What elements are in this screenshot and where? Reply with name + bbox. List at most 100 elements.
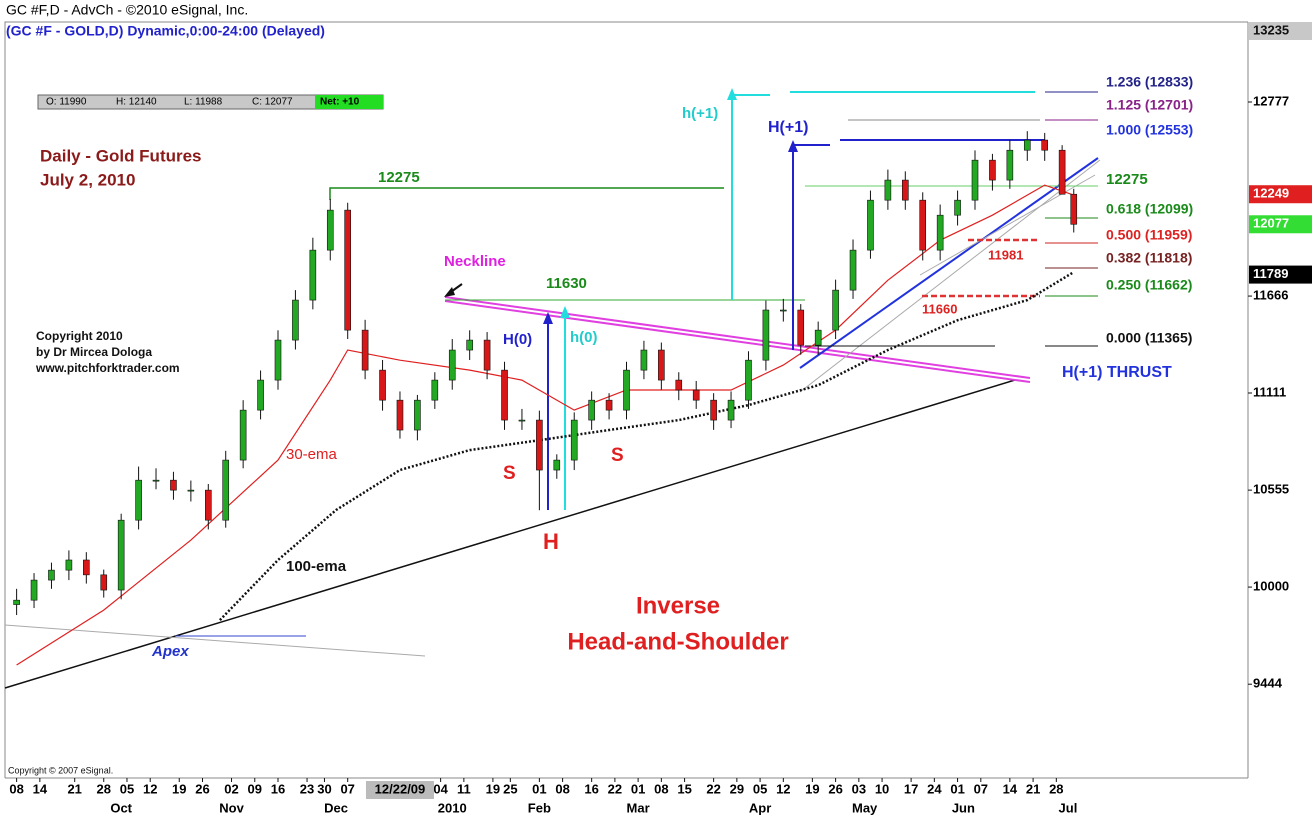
candle-body (588, 399, 595, 421)
x-tick-label: 17 (904, 781, 918, 796)
x-tick-label: 22 (706, 781, 720, 796)
x-tick-label: 24 (927, 781, 942, 796)
price-marker-label: 11789 (1253, 266, 1288, 281)
x-tick-label: 15 (677, 781, 691, 796)
candle-body (675, 379, 683, 391)
candle-body (780, 309, 787, 312)
annotation: 11660 (922, 301, 957, 316)
level-line (329, 187, 724, 200)
chart-title: Daily - Gold Futures (40, 146, 202, 165)
x-axis-bg (0, 778, 1248, 819)
candle-body (658, 349, 665, 381)
candle-body (710, 399, 717, 421)
candle-body (849, 249, 857, 291)
x-tick-label: 08 (654, 781, 668, 796)
x-tick-label: 23 (300, 781, 314, 796)
month-label: Oct (110, 800, 132, 815)
annotation: H(0) (503, 331, 532, 348)
candle-body (30, 579, 38, 601)
candle-body (989, 159, 996, 181)
trend-line (4, 379, 1016, 689)
x-tick-label: 19 (805, 781, 819, 796)
x-tick-label: 09 (248, 781, 262, 796)
x-tick-label: 01 (532, 781, 546, 796)
y-tick-label: 11111 (1253, 384, 1286, 399)
annotation: H(+1) THRUST (1062, 364, 1172, 381)
candle-body (396, 399, 404, 431)
neckline (444, 296, 1031, 379)
app-title: GC #F,D - AdvCh - ©2010 eSignal, Inc. (6, 2, 248, 18)
x-tick-label: 28 (1049, 781, 1063, 796)
x-tick-label: 05 (120, 781, 134, 796)
candle-body (919, 199, 927, 251)
x-tick-label: 02 (224, 781, 238, 796)
month-label: Feb (528, 800, 551, 815)
arrow-head (543, 312, 553, 324)
quote-open: O: 11990 (46, 97, 87, 108)
candle-body (117, 519, 125, 591)
x-tick-label: 22 (608, 781, 622, 796)
fib-label: 0.382 (11818) (1106, 250, 1192, 266)
x-tick-label: 26 (195, 781, 209, 796)
neckline (444, 300, 1031, 383)
copyright: by Dr Mircea Dologa (36, 345, 152, 359)
arrow-head (788, 140, 798, 152)
quote-box: O: 11990 H: 12140 L: 11988 C: 12077 Net:… (37, 94, 384, 110)
symbol-title: (GC #F - GOLD,D) Dynamic,0:00-24:00 (Del… (6, 23, 325, 39)
candle-body (274, 339, 282, 381)
data (13, 131, 1078, 666)
candle-body (135, 479, 142, 521)
quote-close: C: 12077 (252, 97, 293, 108)
annotation: H (543, 529, 559, 554)
quote-low: L: 11988 (184, 97, 223, 108)
annotation: Apex (151, 643, 189, 660)
candle-body (797, 309, 805, 346)
candle-body (222, 459, 230, 521)
y-tick-label: 10000 (1253, 579, 1289, 594)
candle-body (48, 569, 55, 581)
copyright: www.pitchforktrader.com (35, 361, 180, 375)
candle-body (152, 479, 160, 482)
candle-body (640, 349, 648, 371)
y-tick-label: 12777 (1253, 93, 1289, 108)
x-tick-label: 19 (486, 781, 500, 796)
trend-line (4, 624, 426, 657)
candle-body (187, 489, 195, 492)
candle-body (170, 479, 177, 491)
candle-body (902, 179, 909, 201)
x-tick-label: 29 (730, 781, 744, 796)
fib-label: 0.000 (11365) (1106, 330, 1192, 346)
fib-label: 1.236 (12833) (1106, 74, 1193, 90)
price-marker (1249, 185, 1312, 204)
candle-body (379, 369, 386, 401)
candle-body (832, 289, 839, 331)
y-axis-bg (1248, 0, 1313, 819)
month-label: May (852, 800, 878, 815)
x-tick-label: 07 (340, 781, 354, 796)
candle-body (1006, 149, 1014, 181)
candle-body (344, 209, 351, 331)
candle-body (13, 599, 20, 605)
annotation: h(+1) (682, 105, 718, 122)
candle-body (692, 389, 700, 401)
arrow-head (727, 88, 737, 100)
x-tick-label: 11 (457, 781, 471, 796)
x-tick-label: 28 (97, 781, 111, 796)
x-tick-label: 12 (143, 781, 157, 796)
annotation: H(+1) (768, 119, 808, 136)
candle-body (762, 309, 770, 361)
candle-body (814, 329, 822, 346)
candle-body (536, 419, 543, 471)
candle-body (83, 559, 90, 576)
price-marker (1249, 215, 1312, 234)
fib-label: 12275 (1106, 171, 1148, 188)
fib-label: 1.000 (12553) (1106, 122, 1193, 138)
copyright: Copyright 2010 (36, 329, 123, 343)
annotation: Inverse (636, 592, 720, 619)
candle-body (309, 249, 317, 301)
candle-body (570, 419, 578, 461)
x-tick-label: 07 (974, 781, 988, 796)
y-tick-label: 10555 (1253, 482, 1289, 497)
fib-label: 0.500 (11959) (1106, 227, 1192, 243)
